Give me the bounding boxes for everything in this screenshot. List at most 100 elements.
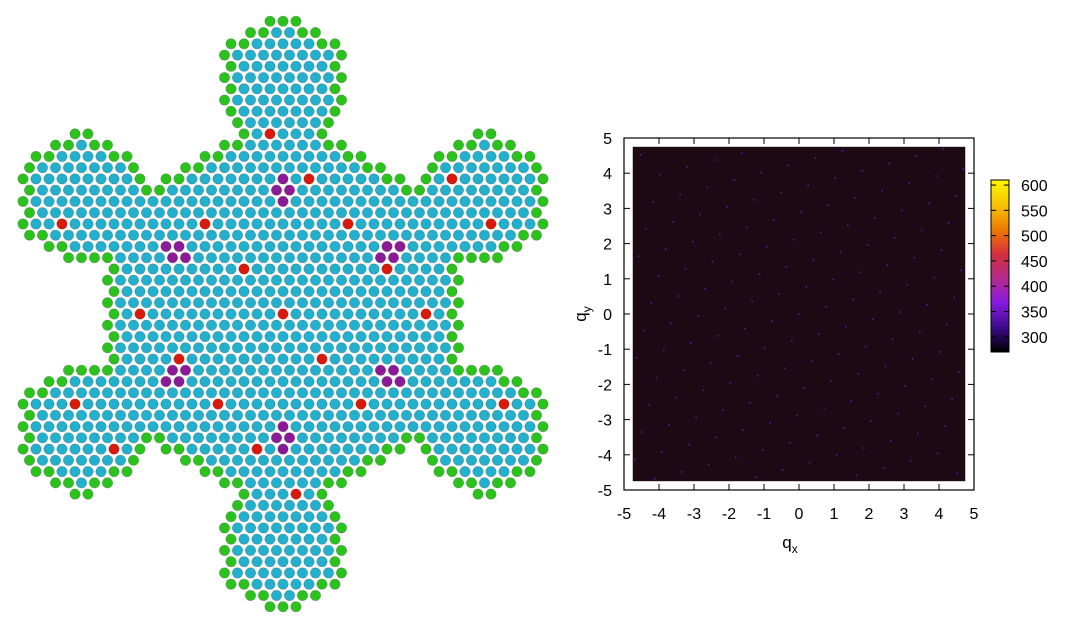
atom [89,229,101,241]
atom [394,263,406,275]
atom [472,150,484,162]
atom [420,285,432,297]
atom [374,229,386,241]
atom [76,387,88,399]
atom [485,421,497,433]
atom [49,432,61,444]
atom [225,60,237,72]
atom [17,195,29,207]
atom [303,285,315,297]
peak-point [852,298,854,301]
peak-point [850,400,852,402]
atom [446,376,458,388]
atom [232,207,244,219]
atom [316,173,328,185]
atom [212,240,224,252]
atom [420,421,432,433]
atom [400,342,412,354]
peak-point [760,171,763,174]
atom [141,274,153,286]
atom [316,285,328,297]
peak-point [897,412,899,415]
atom [465,139,477,151]
atom [303,308,315,320]
atom [69,195,81,207]
atom [374,454,386,466]
atom [30,173,42,185]
atom [433,263,445,275]
atom [316,556,328,568]
atom [173,218,185,230]
atom [348,319,360,331]
atom [257,252,269,264]
atom [270,139,282,151]
atom [36,184,48,196]
atom [76,364,88,376]
atom [491,387,503,399]
atom [115,454,127,466]
atom [225,308,237,320]
atom [121,173,133,185]
peak-point [843,427,845,429]
atom [316,353,328,365]
peak-point [861,169,864,172]
peak-point [652,201,654,203]
atom [264,353,276,365]
atom [251,285,263,297]
atom [251,421,263,433]
atom [426,387,438,399]
atom [219,342,231,354]
atom [322,162,334,174]
atom [296,409,308,421]
atom [62,184,74,196]
atom [251,218,263,230]
atom [257,229,269,241]
atom [212,353,224,365]
atom [374,409,386,421]
atom [452,207,464,219]
atom [511,195,523,207]
atom [43,218,55,230]
atom [206,274,218,286]
atom [433,173,445,185]
atom [134,421,146,433]
atom [62,364,74,376]
peak-point [724,307,726,310]
atom [517,207,529,219]
atom [303,376,315,388]
peak-point [839,251,842,254]
atom [290,601,302,613]
atom [219,432,231,444]
atom [368,195,380,207]
atom [141,342,153,354]
atom [400,184,412,196]
peak-point [704,287,707,290]
atom [238,578,250,590]
peak-point [691,240,694,243]
atom [368,398,380,410]
atom [283,544,295,556]
y-tick-label: 5 [603,131,612,148]
peak-point [803,387,806,390]
peak-point [835,454,838,457]
atom [446,466,458,478]
atom [472,128,484,140]
atom [232,477,244,489]
atom [400,297,412,309]
atom [212,173,224,185]
atom [322,499,334,511]
atom [316,105,328,117]
atom [225,105,237,117]
atom [251,60,263,72]
atom [439,409,451,421]
atom [225,556,237,568]
atom [154,297,166,309]
atom [167,207,179,219]
atom [472,398,484,410]
atom [361,319,373,331]
atom [413,387,425,399]
atom [102,454,114,466]
atom [219,274,231,286]
atom [141,387,153,399]
atom [69,398,81,410]
